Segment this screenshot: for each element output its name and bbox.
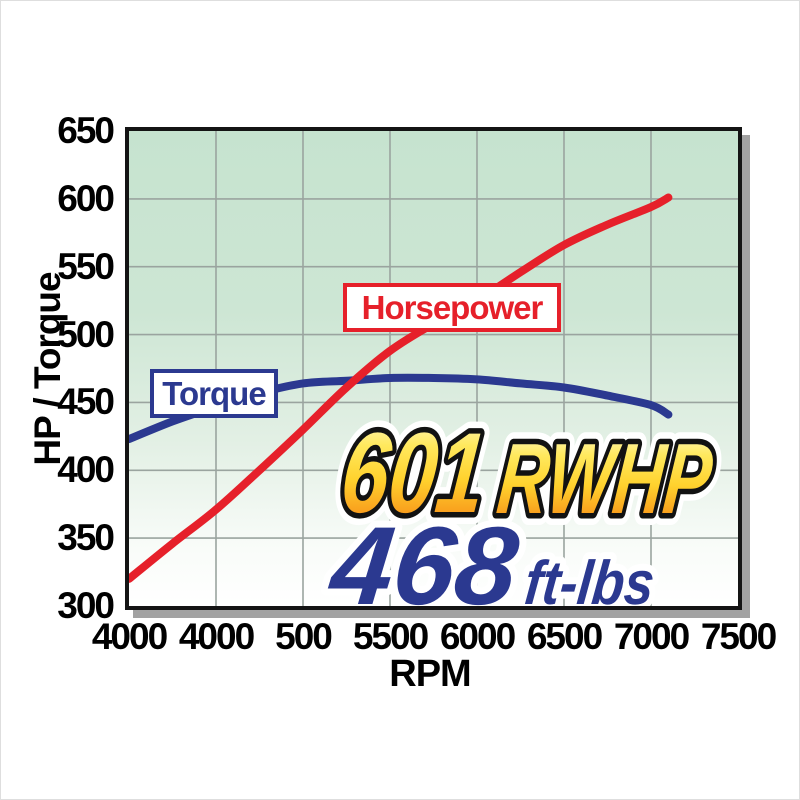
plot-area: 601 601 RWHP RWHP 468 468 ft-lbs ft-lbs: [129, 131, 738, 606]
y-tick-label: 650: [57, 110, 115, 151]
torque-curve-label: Torque: [150, 369, 278, 418]
y-tick-label: 550: [57, 245, 115, 287]
y-tick-label: 300: [57, 585, 115, 626]
x-tick-label: 500: [275, 616, 333, 657]
hp-unit-outline: RWHP: [493, 424, 717, 535]
y-tick-label: 600: [57, 177, 115, 219]
tq-unit-outline: ft-lbs: [522, 549, 658, 606]
x-tick-label: 6000: [439, 616, 516, 657]
horsepower-curve: [129, 193, 673, 583]
tq-value-text: 468: [323, 503, 523, 606]
x-tick-label: 6500: [526, 616, 603, 657]
x-tick-label: 7500: [700, 616, 777, 657]
hp-value-outline: 601: [335, 409, 491, 536]
torque-annotation: 468 468: [316, 496, 530, 606]
torque-unit-annotation: ft-lbs ft-lbs: [515, 543, 664, 606]
x-tick-label: 7000: [613, 616, 690, 657]
plot-frame: 601 601 RWHP RWHP 468 468 ft-lbs ft-lbs: [125, 127, 742, 610]
tq-unit-text: ft-lbs: [522, 549, 658, 606]
y-tick-label: 400: [57, 449, 115, 491]
y-tick-label: 500: [57, 313, 115, 355]
y-tick-label: 350: [57, 517, 115, 559]
x-tick-label: 4000: [178, 616, 255, 657]
horsepower-label-text: Horsepower: [361, 288, 544, 326]
y-axis-title: HP / Torque: [27, 272, 68, 466]
x-tick-label: 5500: [352, 616, 429, 657]
horsepower-curve-label: Horsepower: [343, 283, 561, 332]
torque-label-text: Torque: [162, 374, 266, 412]
tq-value-outline: 468: [323, 503, 523, 606]
hp-unit-text: RWHP: [493, 424, 717, 535]
x-tick-label: 4000: [91, 616, 168, 657]
x-axis-title: RPM: [389, 653, 471, 695]
y-tick-label: 450: [57, 381, 115, 423]
rwhp-annotation: 601 601: [325, 399, 502, 547]
hp-value-text: 601: [335, 409, 491, 536]
rwhp-unit-annotation: RWHP RWHP: [483, 414, 727, 545]
